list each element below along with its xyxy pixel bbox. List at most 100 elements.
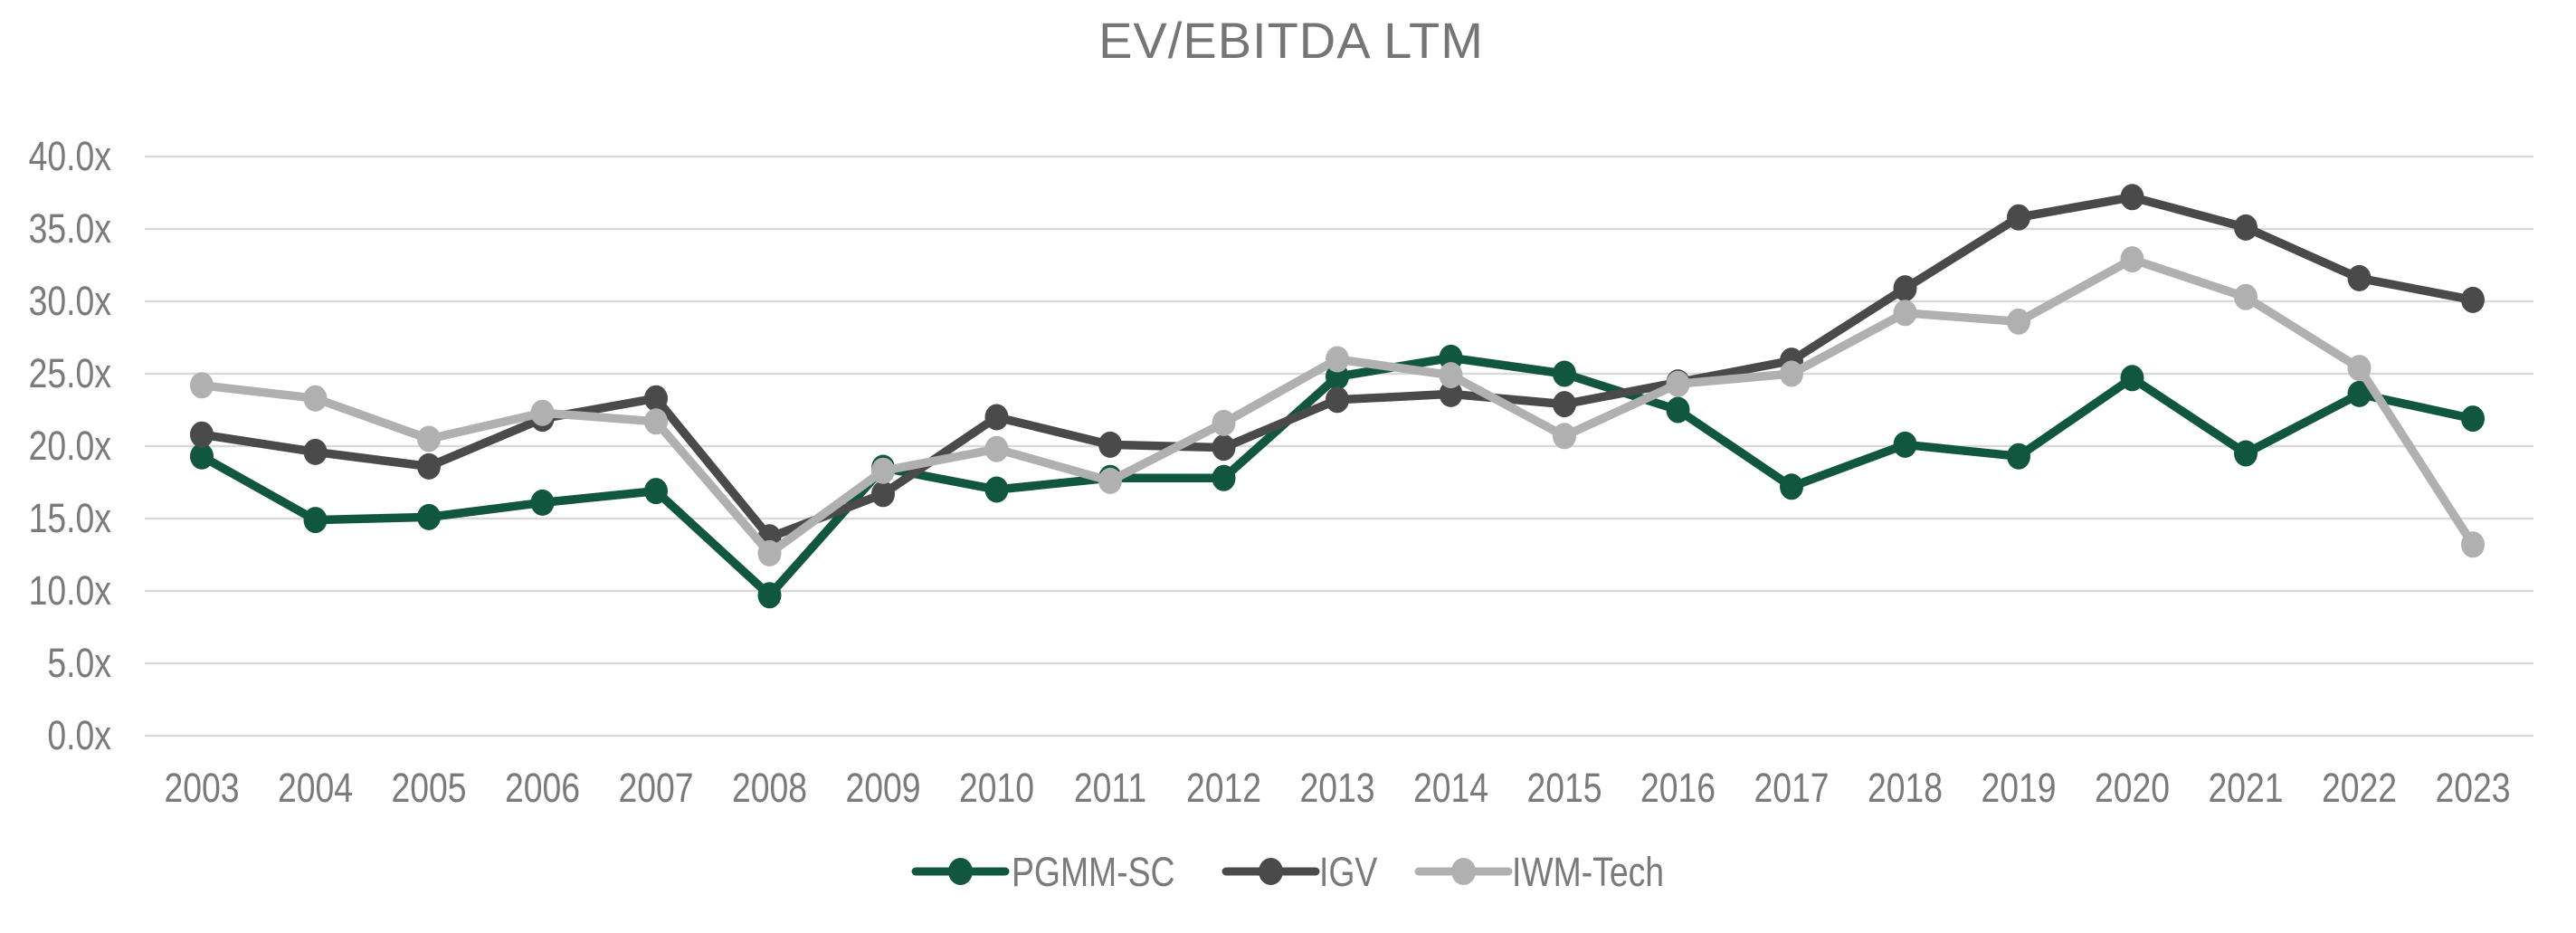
data-point-IWM-Tech-2011 bbox=[1098, 467, 1122, 494]
data-point-IGV-2018 bbox=[1893, 275, 1917, 302]
y-axis-tick-label: 40.0x bbox=[29, 134, 112, 179]
y-axis-tick-label: 15.0x bbox=[29, 496, 112, 541]
data-point-PGMM-SC-2012 bbox=[1212, 464, 1236, 491]
data-point-IGV-2009 bbox=[871, 481, 895, 508]
gridlines bbox=[145, 155, 2533, 738]
data-point-IGV-2011 bbox=[1098, 431, 1122, 458]
x-axis-tick-label: 2016 bbox=[1640, 766, 1716, 811]
data-point-IWM-Tech-2014 bbox=[1439, 362, 1463, 389]
legend-marker-dot-PGMM-SC bbox=[948, 858, 973, 885]
data-point-IWM-Tech-2017 bbox=[1780, 360, 1803, 387]
data-point-PGMM-SC-2018 bbox=[1893, 431, 1917, 458]
data-point-PGMM-SC-2005 bbox=[417, 503, 441, 530]
legend-label-PGMM-SC: PGMM-SC bbox=[1012, 850, 1174, 895]
y-axis-tick-label: 30.0x bbox=[29, 279, 112, 324]
legend-item-IWM-Tech: IWM-Tech bbox=[1414, 850, 1664, 895]
data-point-PGMM-SC-2004 bbox=[303, 507, 328, 534]
x-axis-tick-label: 2022 bbox=[2322, 766, 2397, 811]
data-point-PGMM-SC-2015 bbox=[1553, 360, 1576, 387]
x-axis-tick-label: 2021 bbox=[2208, 766, 2283, 811]
data-point-IWM-Tech-2008 bbox=[757, 539, 782, 566]
data-point-IGV-2023 bbox=[2461, 286, 2485, 313]
x-axis-tick-label: 2009 bbox=[845, 766, 920, 811]
data-point-IGV-2015 bbox=[1553, 391, 1576, 418]
x-axis-tick-label: 2011 bbox=[1074, 766, 1146, 811]
data-point-PGMM-SC-2003 bbox=[190, 443, 214, 470]
data-point-PGMM-SC-2006 bbox=[530, 489, 555, 516]
data-point-IWM-Tech-2006 bbox=[530, 399, 555, 426]
data-point-IWM-Tech-2016 bbox=[1666, 370, 1690, 397]
data-point-IGV-2019 bbox=[2007, 204, 2030, 231]
x-axis-tick-label: 2020 bbox=[2095, 766, 2170, 811]
data-point-PGMM-SC-2023 bbox=[2461, 405, 2485, 433]
data-point-IGV-2005 bbox=[417, 452, 441, 480]
data-point-IGV-2013 bbox=[1326, 386, 1349, 414]
y-axis-tick-label: 25.0x bbox=[29, 351, 112, 396]
data-point-IGV-2003 bbox=[190, 421, 214, 448]
data-point-IWM-Tech-2013 bbox=[1326, 346, 1349, 373]
data-point-PGMM-SC-2016 bbox=[1666, 396, 1690, 424]
x-axis-tick-label: 2014 bbox=[1413, 766, 1488, 811]
series-group bbox=[190, 184, 2485, 609]
x-axis-tick-label: 2023 bbox=[2435, 766, 2510, 811]
data-point-PGMM-SC-2008 bbox=[757, 582, 782, 609]
data-point-IGV-2020 bbox=[2120, 184, 2144, 211]
legend: PGMM-SC IGV IWM-Tech bbox=[911, 850, 1664, 895]
data-point-IWM-Tech-2018 bbox=[1893, 300, 1917, 327]
x-axis-tick-label: 2003 bbox=[164, 766, 239, 811]
x-axis-tick-label: 2012 bbox=[1186, 766, 1261, 811]
legend-label-IWM-Tech: IWM-Tech bbox=[1512, 850, 1664, 895]
data-point-IGV-2007 bbox=[644, 385, 668, 412]
x-axis-tick-label: 2004 bbox=[278, 766, 353, 811]
data-point-IWM-Tech-2012 bbox=[1212, 409, 1236, 436]
data-point-IWM-Tech-2015 bbox=[1553, 423, 1576, 450]
legend-marker-dot-IGV bbox=[1259, 858, 1283, 885]
legend-item-IGV: IGV bbox=[1221, 850, 1378, 895]
data-point-IWM-Tech-2020 bbox=[2120, 246, 2144, 273]
legend-item-PGMM-SC: PGMM-SC bbox=[911, 850, 1174, 895]
data-point-IWM-Tech-2010 bbox=[984, 435, 1009, 462]
y-axis-tick-label: 35.0x bbox=[29, 206, 112, 252]
y-axis-labels: 0.0x 5.0x 10.0x 15.0x 20.0x 25.0x 30.0x 35.0x 40… bbox=[29, 134, 112, 758]
data-point-IWM-Tech-2003 bbox=[190, 372, 214, 399]
x-axis-tick-label: 2013 bbox=[1299, 766, 1374, 811]
y-axis-tick-label: 20.0x bbox=[29, 424, 112, 469]
y-axis-tick-label: 10.0x bbox=[29, 568, 112, 614]
data-point-IWM-Tech-2009 bbox=[871, 457, 895, 484]
x-axis-tick-label: 2010 bbox=[959, 766, 1034, 811]
legend-label-IGV: IGV bbox=[1319, 850, 1378, 895]
data-point-IWM-Tech-2021 bbox=[2234, 283, 2258, 310]
x-axis-tick-label: 2008 bbox=[732, 766, 807, 811]
data-point-PGMM-SC-2022 bbox=[2347, 380, 2372, 407]
data-point-PGMM-SC-2021 bbox=[2234, 440, 2258, 467]
data-point-PGMM-SC-2019 bbox=[2007, 443, 2030, 470]
data-point-IGV-2014 bbox=[1439, 380, 1463, 407]
legend-marker-dot-IWM-Tech bbox=[1451, 858, 1476, 885]
chart-title: EV/EBITDA LTM bbox=[1098, 12, 1484, 69]
y-axis-tick-label: 0.0x bbox=[47, 713, 111, 758]
x-axis-labels: 2003 2004 2005 2006 2007 2008 2009 2010 2011 2012… bbox=[164, 766, 2510, 811]
data-point-IGV-2004 bbox=[303, 438, 328, 465]
data-point-PGMM-SC-2007 bbox=[644, 478, 668, 505]
x-axis-tick-label: 2006 bbox=[505, 766, 580, 811]
data-point-IWM-Tech-2005 bbox=[417, 425, 441, 452]
data-point-IGV-2022 bbox=[2347, 264, 2372, 291]
x-axis-tick-label: 2007 bbox=[618, 766, 693, 811]
data-point-PGMM-SC-2020 bbox=[2120, 365, 2144, 392]
x-axis-tick-label: 2015 bbox=[1526, 766, 1602, 811]
data-point-IWM-Tech-2007 bbox=[644, 408, 668, 435]
x-axis-tick-label: 2019 bbox=[1981, 766, 2056, 811]
data-point-PGMM-SC-2017 bbox=[1780, 473, 1803, 500]
x-axis-tick-label: 2018 bbox=[1868, 766, 1943, 811]
x-axis-tick-label: 2005 bbox=[391, 766, 466, 811]
x-axis-tick-label: 2017 bbox=[1754, 766, 1829, 811]
data-point-IGV-2012 bbox=[1212, 434, 1236, 462]
data-point-IWM-Tech-2004 bbox=[303, 385, 328, 412]
data-point-PGMM-SC-2010 bbox=[984, 476, 1009, 503]
data-point-IGV-2021 bbox=[2234, 214, 2258, 241]
y-axis-tick-label: 5.0x bbox=[47, 641, 111, 686]
data-point-IWM-Tech-2022 bbox=[2347, 355, 2372, 382]
data-point-IWM-Tech-2023 bbox=[2461, 531, 2485, 558]
